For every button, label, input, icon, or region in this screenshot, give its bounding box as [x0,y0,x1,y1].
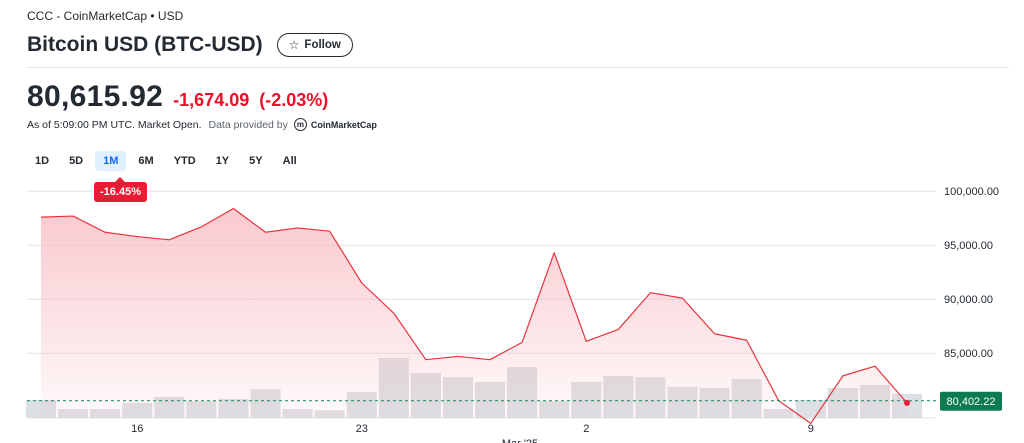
x-tick-label: 2 [583,423,589,435]
range-tab-1y[interactable]: 1Y [215,155,230,167]
x-tick-label: 9 [808,423,814,435]
price-area [41,208,907,424]
range-tabs: 1D 5D 1M 6M YTD 1Y 5Y All [27,151,305,171]
price-change-percent: (-2.03%) [259,90,329,110]
last-price-box [940,391,1002,411]
y-tick-label: 95,000.00 [944,240,993,252]
provider-name: CoinMarketCap [310,119,377,130]
header-divider [27,67,1009,68]
range-tab-all[interactable]: All [282,155,297,167]
x-tick-label: 16 [131,423,143,435]
page-title: Bitcoin USD (BTC-USD) [27,33,263,56]
price-line [40,207,908,424]
follow-label: Follow [304,39,341,51]
y-tick-label: 100,000.00 [944,186,999,198]
last-price-label: 80,402.22 [947,396,996,408]
range-tab-ytd[interactable]: YTD [173,155,196,167]
price-change: -1,674.09 [173,90,250,110]
as-of-text: As of 5:09:00 PM UTC. Market Open. [27,118,202,131]
range-tab-1m[interactable]: 1M [95,151,127,171]
range-tab-5y[interactable]: 5Y [249,155,263,167]
star-icon: ☆ [288,38,300,52]
y-tick-label: 85,000.00 [944,348,993,360]
x-tick-label: 23 [356,423,368,435]
range-tab-5d[interactable]: 5D [69,155,84,167]
quote-row: 80,615.92 -1,674.09 (-2.03%) [27,80,328,114]
current-price: 80,615.92 [27,80,164,113]
breadcrumb: CCC - CoinMarketCap • USD [27,9,184,23]
last-point-marker [904,399,910,406]
performance-badge: -16.45% [94,177,147,202]
range-tab-6m[interactable]: 6M [138,155,154,167]
coinmarketcap-logo-icon: m [293,118,307,131]
follow-button[interactable]: ☆ Follow [276,33,353,57]
title-row: Bitcoin USD (BTC-USD) ☆ Follow [27,33,353,57]
quote-timestamp: As of 5:09:00 PM UTC. Market Open. Data … [27,118,377,131]
y-tick-label: 90,000.00 [944,294,993,306]
range-tab-1d[interactable]: 1D [35,155,50,167]
x-month-label: Mar '25 [502,438,538,443]
data-provided-text: Data provided by [208,118,288,131]
